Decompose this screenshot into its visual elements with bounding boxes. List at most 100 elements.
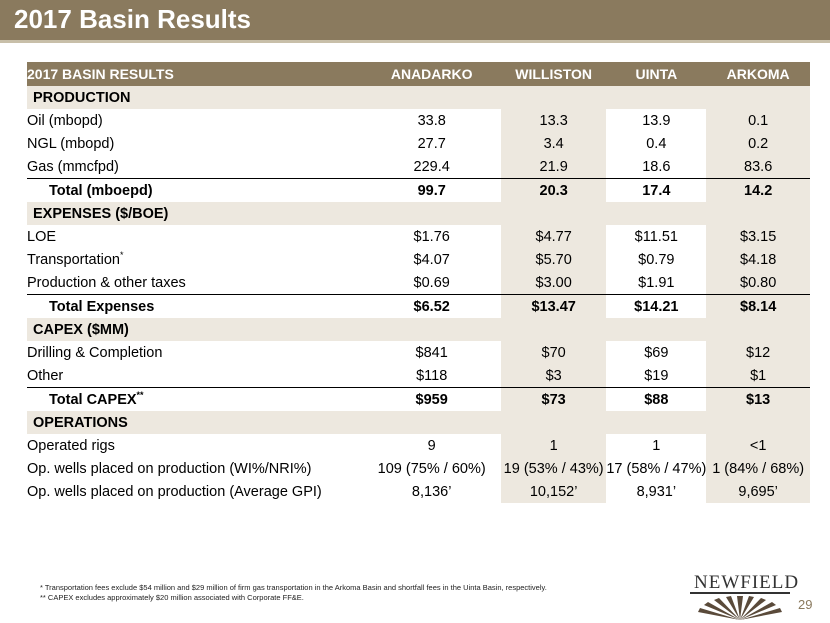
table-body: PRODUCTION Oil (mbopd) 33.8 13.3 13.9 0.1 NGL … xyxy=(27,86,810,503)
table-cell: 13.3 xyxy=(500,109,607,132)
table-cell: 10,152’ xyxy=(500,480,607,503)
table-cell: 33.8 xyxy=(417,112,446,129)
section-header-row: PRODUCTION xyxy=(27,86,810,109)
table-cell: $3.00 xyxy=(500,271,607,295)
table-cell: 8,931’ xyxy=(636,483,677,500)
table-cell: 0.4 xyxy=(646,135,667,152)
table-cell: $11.51 xyxy=(634,228,678,245)
table-cell: 9 xyxy=(427,437,436,454)
table-cell: $13.47 xyxy=(500,294,607,318)
row-label-text: Other xyxy=(27,367,64,384)
table-cell: 0.1 xyxy=(706,109,810,132)
row-label: NGL (mbopd) xyxy=(27,132,362,155)
table-cell: $0.80 xyxy=(706,271,810,295)
table-cell: $1 xyxy=(706,364,810,388)
table-cell: 17.4 xyxy=(606,178,707,202)
header-anadarko: ANADARKO xyxy=(362,62,501,86)
section-title: EXPENSES ($/BOE) xyxy=(27,202,810,225)
table-cell: 229.4 xyxy=(413,158,450,175)
table-cell: 19 (53% / 43%) xyxy=(500,457,607,480)
table-cell: 3.4 xyxy=(500,132,607,155)
table-cell: $959 xyxy=(362,387,501,411)
basin-results-table: 2017 BASIN RESULTS ANADARKO WILLISTON UI… xyxy=(27,62,810,503)
row-label: Drilling & Completion xyxy=(27,341,362,364)
page-title: 2017 Basin Results xyxy=(14,4,252,34)
table-cell: 1 (84% / 68%) xyxy=(706,457,810,480)
section-title: OPERATIONS xyxy=(27,411,810,434)
header-arkoma: ARKOMA xyxy=(706,62,810,86)
table-cell: $6.52 xyxy=(362,294,501,318)
table-cell: 109 (75% / 60%) xyxy=(377,460,486,477)
total-row: Total CAPEX** $959 $73 $88 $13 xyxy=(27,387,810,411)
table-row: Op. wells placed on production (WI%/NRI%… xyxy=(27,457,810,480)
row-label-text: Drilling & Completion xyxy=(27,344,163,361)
title-bar: 2017 Basin Results xyxy=(0,0,830,40)
table-cell: 13.9 xyxy=(642,112,671,129)
table-cell: $118 xyxy=(416,367,448,384)
row-label-text: Total (mboepd) xyxy=(49,182,153,199)
row-label-text: Transportation xyxy=(27,251,120,268)
row-label: Total Expenses xyxy=(27,294,363,318)
row-label-text: NGL (mbopd) xyxy=(27,135,115,152)
table-cell: $12 xyxy=(706,341,810,364)
table-cell: 1 xyxy=(500,434,607,457)
header-uinta: UINTA xyxy=(606,62,707,86)
table-row: Transportation* $4.07 $5.70 $0.79 $4.18 xyxy=(27,248,810,271)
header-label: 2017 BASIN RESULTS xyxy=(27,62,363,86)
row-label-text: Total CAPEX xyxy=(49,391,137,408)
table-cell: <1 xyxy=(706,434,810,457)
table-cell: $13 xyxy=(706,387,810,411)
table-cell: 18.6 xyxy=(642,158,671,175)
footnote-marker: ** xyxy=(136,389,144,400)
row-label-text: Gas (mmcfpd) xyxy=(27,158,119,175)
row-label: Operated rigs xyxy=(27,434,362,457)
table-cell: $4.77 xyxy=(500,225,607,248)
table-cell: 1 xyxy=(652,437,661,454)
table-cell: 27.7 xyxy=(417,135,446,152)
table-cell: $73 xyxy=(500,387,607,411)
total-row: Total Expenses $6.52 $13.47 $14.21 $8.14 xyxy=(27,294,810,318)
table-cell: $8.14 xyxy=(706,294,810,318)
table-row: Gas (mmcfpd) 229.4 21.9 18.6 83.6 xyxy=(27,155,810,179)
table-header-row: 2017 BASIN RESULTS ANADARKO WILLISTON UI… xyxy=(27,62,810,86)
row-label: Production & other taxes xyxy=(27,271,362,295)
footnotes: * Transportation fees exclude $54 millio… xyxy=(40,583,547,603)
table-cell: 21.9 xyxy=(500,155,607,179)
row-label-text: Oil (mbopd) xyxy=(27,112,103,129)
table-cell: $19 xyxy=(644,367,669,384)
table-cell: $1.91 xyxy=(638,274,675,291)
newfield-logo: NEWFIELD xyxy=(694,572,800,593)
page-number: 29 xyxy=(798,597,813,612)
table-cell: 17 (58% / 47%) xyxy=(606,460,707,477)
sunburst-logo-icon xyxy=(690,592,790,620)
table-cell: 20.3 xyxy=(500,178,607,202)
row-label-text: Op. wells placed on production (Average … xyxy=(27,483,322,500)
table-cell: $14.21 xyxy=(606,294,707,318)
footnote-transportation: * Transportation fees exclude $54 millio… xyxy=(40,583,547,592)
footnote-capex: ** CAPEX excludes approximately $20 mill… xyxy=(40,593,304,602)
table-row: Operated rigs 9 1 1 <1 xyxy=(27,434,810,457)
row-label-text: Operated rigs xyxy=(27,437,115,454)
row-label-text: LOE xyxy=(27,228,57,245)
row-label-text: Production & other taxes xyxy=(27,274,186,291)
table-row: Drilling & Completion $841 $70 $69 $12 xyxy=(27,341,810,364)
table-cell: $1.76 xyxy=(413,228,450,245)
row-label: Op. wells placed on production (WI%/NRI%… xyxy=(27,457,362,480)
table-cell: $88 xyxy=(606,387,707,411)
table-cell: $0.79 xyxy=(638,251,675,268)
section-header-row: OPERATIONS xyxy=(27,411,810,434)
row-label: Gas (mmcfpd) xyxy=(27,155,362,179)
table-row: LOE $1.76 $4.77 $11.51 $3.15 xyxy=(27,225,810,248)
table-cell: 9,695’ xyxy=(706,480,810,503)
table-cell: $4.07 xyxy=(413,251,450,268)
table-cell: $69 xyxy=(644,344,669,361)
row-label: Total (mboepd) xyxy=(27,178,363,202)
row-label: Other xyxy=(27,364,362,388)
footnote-marker: * xyxy=(119,249,124,260)
section-title: PRODUCTION xyxy=(27,86,810,109)
table-row: Production & other taxes $0.69 $3.00 $1.91 $… xyxy=(27,271,810,295)
table-cell: $5.70 xyxy=(500,248,607,271)
section-title: CAPEX ($MM) xyxy=(27,318,810,341)
row-label-text: Op. wells placed on production (WI%/NRI%… xyxy=(27,460,312,477)
section-header-row: CAPEX ($MM) xyxy=(27,318,810,341)
